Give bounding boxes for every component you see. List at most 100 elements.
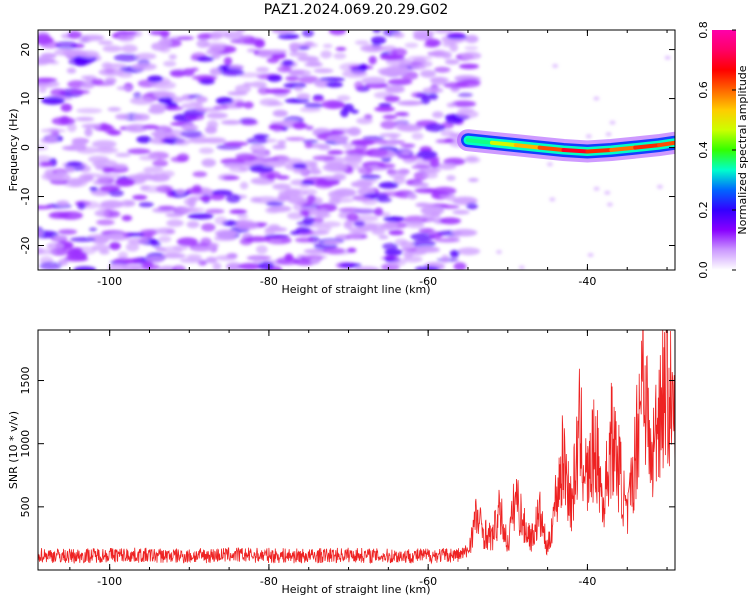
heatmap-cell [380,54,405,61]
heatmap-cell [425,123,446,132]
heatmap-cell [295,226,311,234]
heatmap-cell [113,257,133,266]
heatmap-cell [206,120,219,129]
heatmap-cell [104,77,116,83]
heatmap-cell [220,120,242,125]
heatmap-cell [38,80,60,88]
heatmap-cell [126,232,145,237]
colorbar: 0.0 0.2 0.4 0.6 0.8 Normalized spectral ampl… [697,21,749,279]
heatmap-cell [161,246,183,254]
heatmap-cell [95,173,122,180]
heatmap-cell [417,203,435,208]
heatmap-cell [102,166,113,173]
heatmap-cell [40,161,53,167]
heatmap-cell [135,52,157,60]
heatmap-cell [243,101,254,109]
heatmap-cell [77,202,86,210]
ridge-core [537,145,566,152]
heatmap-cell [46,242,64,250]
heatmap-cells [38,30,675,270]
heatmap-cell [296,93,311,100]
ridge-core [466,138,494,145]
snr-ytick-label: 500 [19,496,32,517]
heatmap-cell [387,78,413,86]
heatmap-cell [132,194,148,200]
spectrogram-xtick-label: -100 [97,275,122,288]
heatmap-cell [147,75,164,83]
heatmap-cell [255,245,268,254]
heatmap-cell [121,44,138,53]
heatmap-cell [302,216,315,225]
heatmap-cell [59,115,70,125]
snr-xtick-label: -40 [578,575,596,588]
spectrogram-xtick-label: -40 [578,275,596,288]
heatmap-cell [411,132,424,140]
heatmap-cell [294,85,304,92]
heatmap-cell [424,171,438,179]
heatmap-cell [267,101,284,106]
heatmap-cell [269,124,286,131]
heatmap-cell [209,194,225,201]
heatmap-cell [380,212,391,218]
heatmap-cell [257,49,273,58]
heatmap-cell [141,263,160,270]
heatmap-cell [518,265,525,270]
heatmap-cell [382,114,398,120]
heatmap-cell [187,213,214,220]
heatmap-cell [58,229,78,235]
heatmap-cell [440,129,455,137]
heatmap-cell [293,203,305,211]
heatmap-cell [91,140,117,149]
colorbar-label: Normalized spectral amplitude [736,65,749,234]
heatmap-cell [127,174,148,181]
heatmap-cell [283,188,301,198]
heatmap-cell [223,56,233,66]
heatmap-cell [78,174,91,183]
heatmap-cell [265,88,292,94]
heatmap-cell [177,36,194,41]
heatmap-cell [67,123,77,133]
heatmap-cell [377,163,396,169]
heatmap-cell [431,49,448,58]
heatmap-cell [385,86,405,94]
heatmap-cell [89,227,97,232]
heatmap-cell [38,56,52,66]
heatmap-cell [434,30,453,34]
ridge-core [561,148,590,154]
heatmap-cell [593,186,600,191]
heatmap-cell [188,138,210,144]
heatmap-cell [88,155,109,163]
heatmap-cell [446,34,467,39]
heatmap-cell [81,123,104,129]
heatmap-cell [152,159,169,167]
heatmap-cell [384,248,403,256]
heatmap-cell [333,52,347,60]
heatmap-cell [304,103,323,109]
heatmap-cell [378,181,399,189]
heatmap-cell [200,237,212,247]
heatmap-cell [133,113,150,121]
heatmap-cell [214,229,238,238]
heatmap-cell [53,235,67,239]
figure-title: PAZ1.2024.069.20.29.G02 [264,2,449,18]
colorbar-tick-label: 0.4 [697,141,710,159]
heatmap-cell [305,125,314,131]
heatmap-cell [361,76,387,85]
heatmap-cell [394,112,409,116]
heatmap-cell [353,266,380,270]
heatmap-cell [196,33,211,41]
heatmap-cell [452,209,470,215]
heatmap-cell [235,221,259,231]
heatmap-cell [370,36,387,45]
heatmap-cell [267,74,283,83]
heatmap-cell [215,97,234,105]
heatmap-cell [235,153,258,161]
heatmap-cell [127,237,150,245]
heatmap-cell [285,137,306,141]
heatmap-cell [41,96,65,105]
heatmap-cell [432,186,457,195]
heatmap-cell [258,261,274,270]
heatmap-cell [383,221,398,230]
